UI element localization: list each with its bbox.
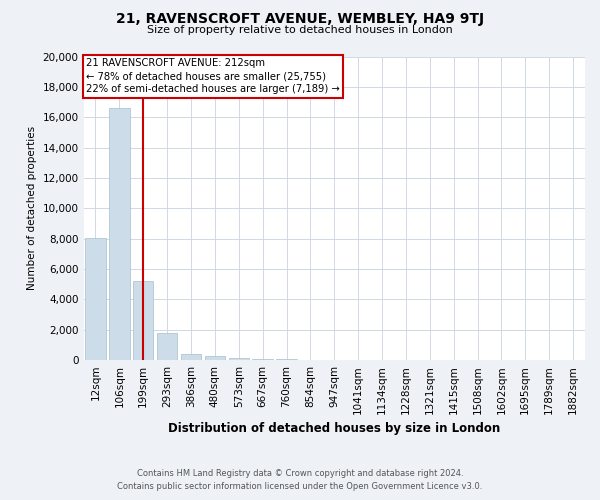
Bar: [133, 281, 154, 360]
Bar: [109, 108, 130, 360]
Text: 21 RAVENSCROFT AVENUE: 212sqm
← 78% of detached houses are smaller (25,755)
22% : 21 RAVENSCROFT AVENUE: 212sqm ← 78% of d…: [86, 58, 340, 94]
Bar: [205, 356, 225, 360]
Text: 21, RAVENSCROFT AVENUE, WEMBLEY, HA9 9TJ: 21, RAVENSCROFT AVENUE, WEMBLEY, HA9 9TJ: [116, 12, 484, 26]
Bar: [253, 358, 273, 360]
Bar: [85, 238, 106, 360]
Bar: [229, 358, 249, 360]
Y-axis label: Number of detached properties: Number of detached properties: [27, 126, 37, 290]
Bar: [181, 354, 201, 360]
X-axis label: Distribution of detached houses by size in London: Distribution of detached houses by size …: [168, 422, 500, 435]
Bar: [157, 332, 177, 360]
Text: Size of property relative to detached houses in London: Size of property relative to detached ho…: [147, 25, 453, 35]
Text: Contains HM Land Registry data © Crown copyright and database right 2024.
Contai: Contains HM Land Registry data © Crown c…: [118, 470, 482, 491]
Bar: [277, 359, 296, 360]
